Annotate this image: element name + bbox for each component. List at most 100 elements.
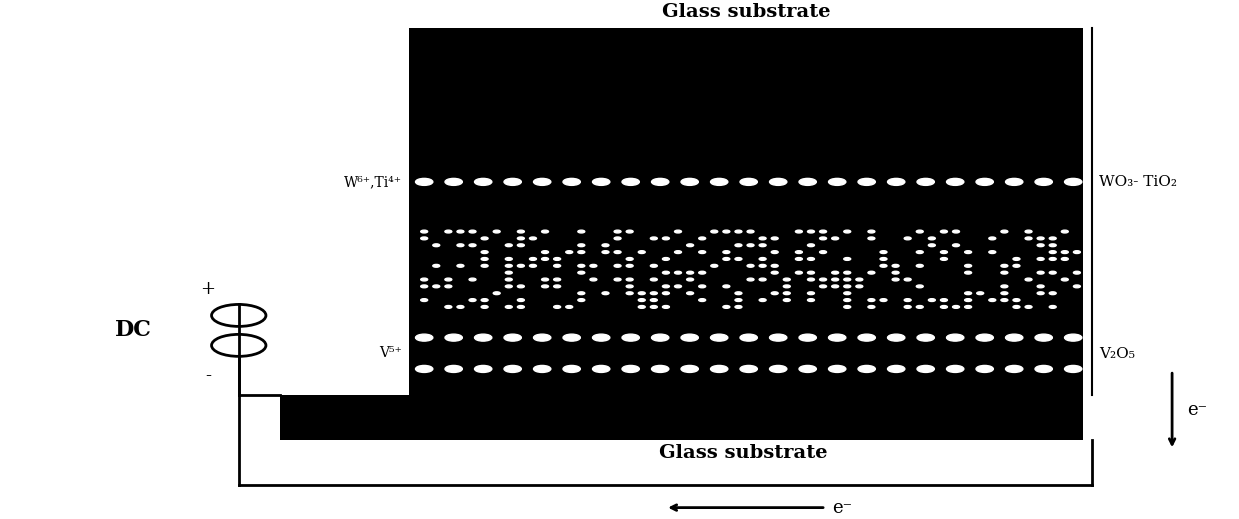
Circle shape — [432, 285, 440, 288]
Text: -: - — [204, 367, 211, 385]
Circle shape — [638, 298, 646, 302]
Circle shape — [1049, 292, 1056, 295]
Circle shape — [663, 292, 669, 295]
Circle shape — [844, 257, 851, 261]
Circle shape — [747, 278, 755, 281]
Circle shape — [699, 298, 706, 302]
Circle shape — [722, 285, 730, 288]
Circle shape — [421, 237, 427, 240]
Circle shape — [904, 306, 911, 308]
Circle shape — [577, 298, 585, 302]
Circle shape — [534, 334, 551, 341]
Circle shape — [711, 230, 717, 233]
Circle shape — [869, 230, 875, 233]
Circle shape — [859, 334, 875, 341]
Circle shape — [771, 264, 778, 267]
Circle shape — [940, 306, 948, 308]
Circle shape — [965, 298, 971, 302]
Circle shape — [976, 365, 994, 373]
Circle shape — [1064, 365, 1082, 373]
Circle shape — [953, 230, 959, 233]
Circle shape — [711, 264, 717, 267]
Circle shape — [504, 179, 522, 185]
Circle shape — [1049, 251, 1056, 253]
Text: WO₃- TiO₂: WO₃- TiO₂ — [1099, 175, 1177, 189]
Circle shape — [518, 230, 524, 233]
Circle shape — [518, 244, 524, 247]
Circle shape — [602, 251, 608, 253]
Circle shape — [859, 179, 875, 185]
Circle shape — [808, 271, 814, 274]
Circle shape — [1037, 237, 1044, 240]
Circle shape — [529, 257, 536, 261]
Circle shape — [976, 334, 994, 341]
Circle shape — [976, 179, 994, 185]
Circle shape — [1001, 292, 1007, 295]
Circle shape — [602, 244, 608, 247]
Circle shape — [481, 264, 488, 267]
Circle shape — [652, 179, 669, 185]
Circle shape — [844, 230, 851, 233]
Circle shape — [663, 306, 669, 308]
Circle shape — [769, 179, 787, 185]
Circle shape — [829, 179, 846, 185]
Circle shape — [928, 298, 935, 302]
Circle shape — [1064, 334, 1082, 341]
Text: W⁶⁺,Ti⁴⁺: W⁶⁺,Ti⁴⁺ — [343, 175, 401, 189]
Circle shape — [563, 179, 580, 185]
Circle shape — [808, 292, 814, 295]
Circle shape — [650, 298, 658, 302]
Circle shape — [1062, 251, 1068, 253]
Circle shape — [681, 179, 699, 185]
Circle shape — [829, 334, 846, 341]
Circle shape — [470, 230, 476, 233]
Circle shape — [650, 264, 658, 267]
Circle shape — [686, 271, 694, 274]
Circle shape — [856, 278, 862, 281]
Circle shape — [506, 271, 512, 274]
Circle shape — [953, 306, 959, 308]
Circle shape — [831, 271, 839, 274]
Circle shape — [1049, 271, 1056, 274]
Circle shape — [518, 237, 524, 240]
Circle shape — [445, 306, 452, 308]
Circle shape — [626, 292, 633, 295]
Circle shape — [1001, 264, 1007, 267]
Circle shape — [1062, 257, 1068, 261]
Circle shape — [554, 306, 560, 308]
Circle shape — [844, 306, 851, 308]
Circle shape — [504, 365, 522, 373]
Circle shape — [592, 365, 610, 373]
Circle shape — [1049, 257, 1056, 261]
Circle shape — [722, 257, 730, 261]
Circle shape — [638, 306, 646, 308]
Circle shape — [740, 334, 757, 341]
Circle shape — [415, 334, 432, 341]
Circle shape — [506, 278, 512, 281]
Circle shape — [820, 278, 826, 281]
Circle shape — [626, 257, 633, 261]
Circle shape — [421, 278, 427, 281]
Circle shape — [554, 278, 560, 281]
Circle shape — [663, 271, 669, 274]
Circle shape — [747, 244, 755, 247]
Circle shape — [710, 334, 727, 341]
Circle shape — [1037, 244, 1044, 247]
Circle shape — [686, 292, 694, 295]
Circle shape — [928, 244, 935, 247]
Circle shape — [577, 230, 585, 233]
Circle shape — [1073, 251, 1080, 253]
Circle shape — [622, 179, 639, 185]
Circle shape — [415, 179, 432, 185]
Circle shape — [602, 292, 608, 295]
Circle shape — [590, 264, 597, 267]
Circle shape — [592, 334, 610, 341]
Circle shape — [1025, 230, 1032, 233]
Circle shape — [577, 251, 585, 253]
Bar — [409, 29, 1083, 138]
Circle shape — [1006, 179, 1023, 185]
Circle shape — [457, 264, 463, 267]
Circle shape — [615, 264, 621, 267]
Circle shape — [1035, 334, 1052, 341]
Circle shape — [470, 298, 476, 302]
